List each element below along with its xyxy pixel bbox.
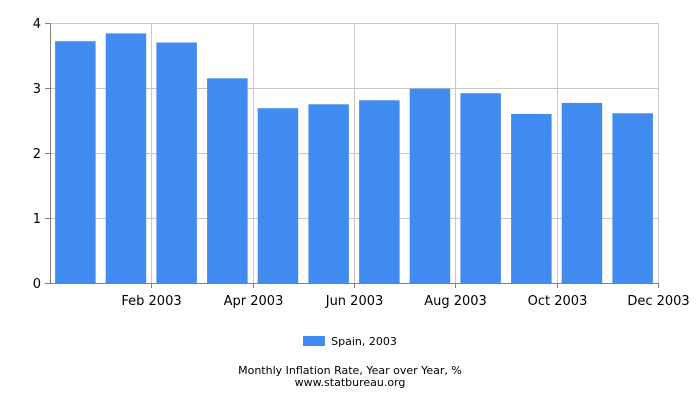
x-tick-label: Jun 2003 xyxy=(325,294,384,309)
x-tick-label: Apr 2003 xyxy=(224,294,284,309)
chart-gridlines xyxy=(50,23,659,283)
y-axis-ticks: 0 1 2 3 4 xyxy=(33,17,50,292)
y-tick-label: 2 xyxy=(33,147,41,162)
bar-jul-2003 xyxy=(359,100,400,283)
chart-legend: Spain, 2003 xyxy=(0,331,700,351)
chart-title: Monthly Inflation Rate, Year over Year, … xyxy=(238,364,462,377)
y-tick-label: 4 xyxy=(33,17,41,32)
legend-swatch xyxy=(303,336,326,346)
x-tick-label: Oct 2003 xyxy=(528,294,588,309)
bar-aug-2003 xyxy=(409,88,451,283)
bar-apr-2003 xyxy=(207,78,248,284)
bar-mar-2003 xyxy=(156,42,197,283)
bar-jan-2003 xyxy=(55,41,96,284)
inflation-bar-chart: 0 1 2 3 4 Feb 2003 Apr 2003 Jun 2003 Aug 2003 Oc… xyxy=(33,17,690,309)
bar-may-2003 xyxy=(257,108,299,283)
x-tick-label: Dec 2003 xyxy=(627,294,689,309)
bar-sep-2003 xyxy=(460,93,501,283)
bar-jun-2003 xyxy=(308,104,349,284)
bar-oct-2003 xyxy=(511,114,552,283)
y-tick-label: 0 xyxy=(33,277,41,292)
y-tick-label: 1 xyxy=(33,212,41,227)
legend-label: Spain, 2003 xyxy=(331,334,397,348)
chart-source: www.statbureau.org xyxy=(294,376,406,389)
bar-dec-2003 xyxy=(612,113,653,283)
x-tick-label: Aug 2003 xyxy=(424,294,487,309)
x-axis-ticks: Feb 2003 Apr 2003 Jun 2003 Aug 2003 Oct 2003… xyxy=(121,283,690,309)
y-tick-label: 3 xyxy=(33,82,41,97)
bar-nov-2003 xyxy=(561,102,603,284)
bar-feb-2003 xyxy=(105,33,147,284)
x-tick-label: Feb 2003 xyxy=(121,294,181,309)
chart-bars xyxy=(55,33,653,284)
